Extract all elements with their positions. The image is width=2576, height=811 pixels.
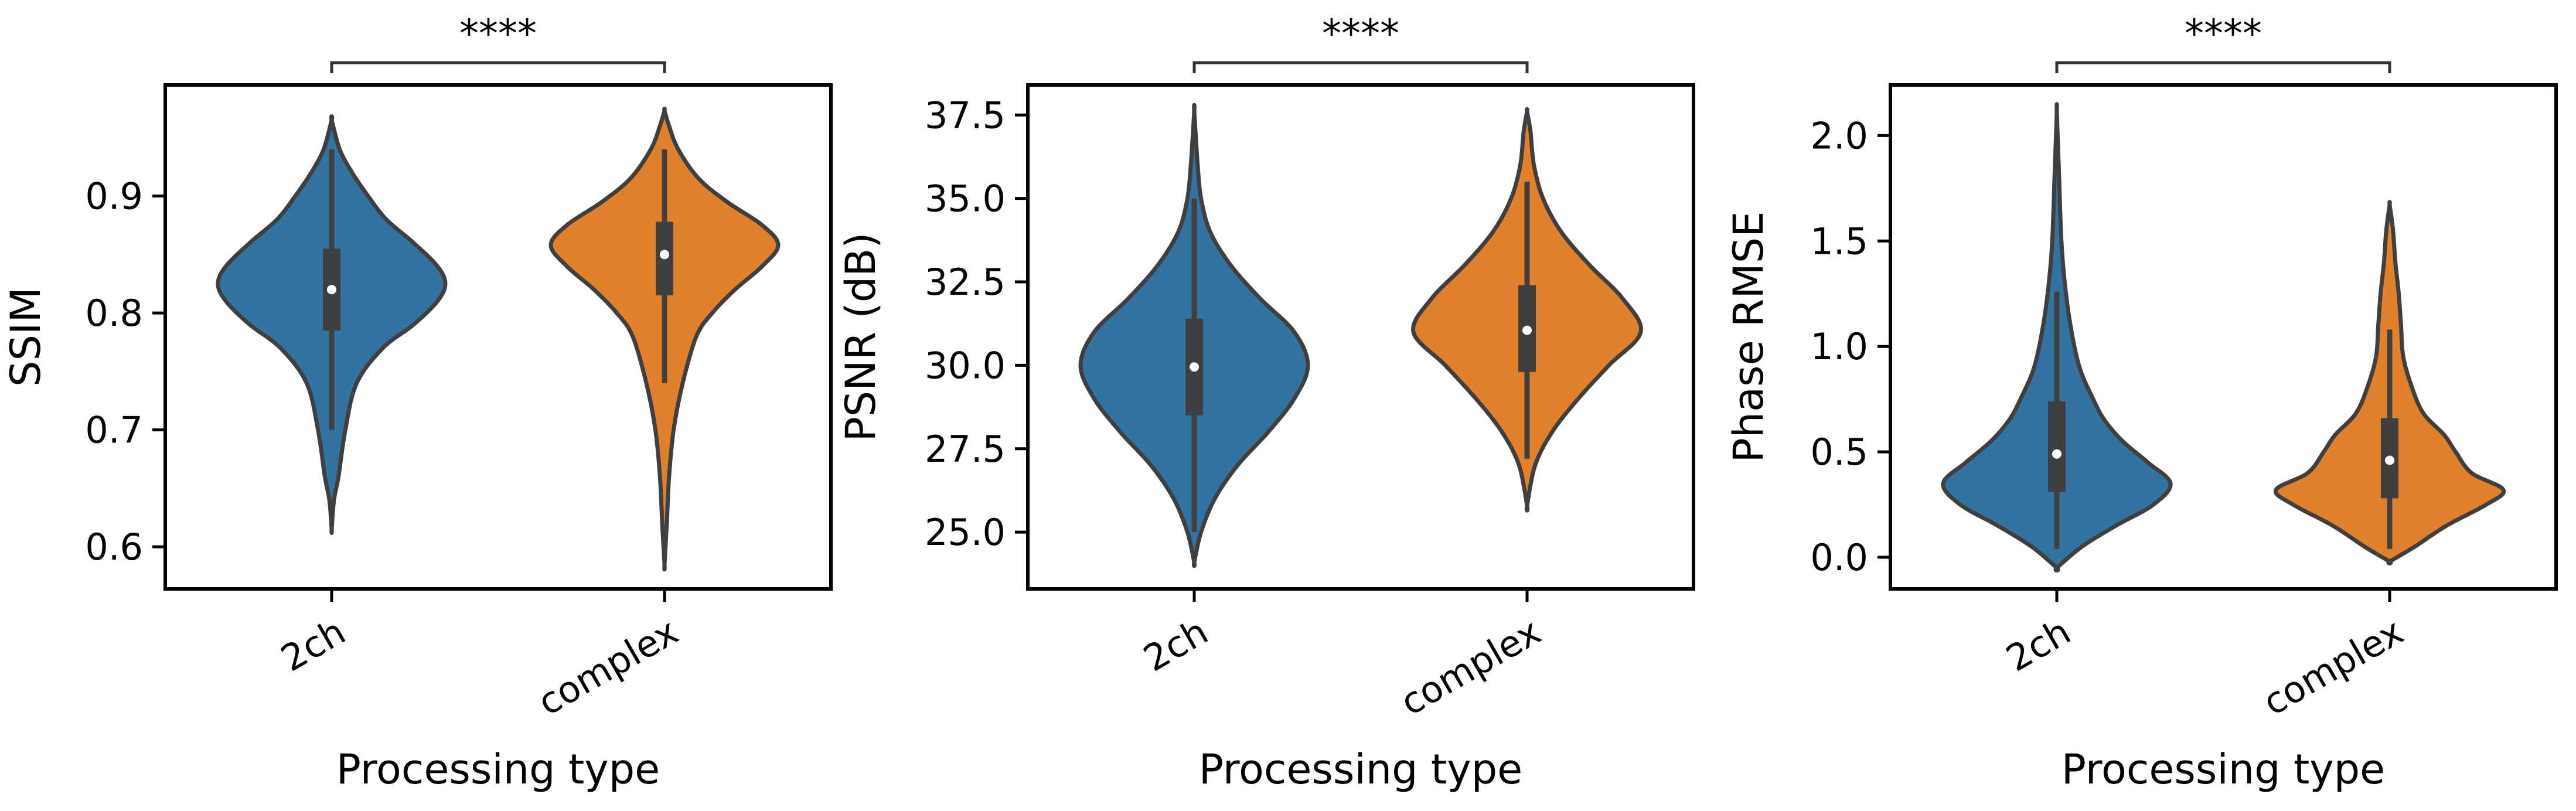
x-tick-label-2ch: 2ch — [1136, 610, 1215, 680]
x-axis-label: Processing type — [336, 745, 660, 793]
y-tick-label: 1.0 — [1810, 325, 1868, 368]
y-tick-label: 37.5 — [925, 94, 1006, 137]
plot-frame — [1889, 83, 2558, 591]
median-point-2ch — [2052, 449, 2062, 459]
significance-bracket — [1192, 61, 1529, 73]
iqr-box-2ch — [2048, 401, 2066, 492]
y-axis-label: Phase RMSE — [1725, 212, 1773, 463]
y-tick-label: 0.7 — [85, 409, 143, 452]
median-point-2ch — [1190, 362, 1199, 372]
plot-frame — [163, 83, 833, 591]
chart-panel-2: 25.0 27.5 30.0 32.5 35.0 37.5 2ch complex Proces… — [837, 11, 1695, 793]
significance-label: **** — [459, 11, 537, 56]
chart-panel-1: 0.6 0.7 0.8 0.9 2ch complex Processing type SSI… — [2, 11, 833, 793]
y-tick-label: 2.0 — [1810, 114, 1868, 157]
y-tick-label: 35.0 — [925, 178, 1006, 220]
significance-bracket — [2055, 61, 2391, 73]
y-tick-label: 32.5 — [925, 261, 1006, 304]
x-axis-label: Processing type — [1199, 745, 1522, 793]
median-point-complex — [660, 250, 669, 260]
median-point-complex — [1522, 325, 1532, 335]
y-tick-label: 27.5 — [925, 428, 1006, 471]
x-tick-label-complex: complex — [2255, 610, 2410, 724]
chart-panel-3: 0.0 0.5 1.0 1.5 2.0 2ch complex Processing type… — [1725, 11, 2558, 793]
y-tick-label: 0.0 — [1810, 536, 1868, 579]
y-tick-label: 0.9 — [85, 175, 143, 218]
median-point-2ch — [327, 285, 336, 295]
plot-frame — [1026, 83, 1695, 591]
x-tick-label-2ch: 2ch — [274, 610, 352, 680]
x-tick-label-2ch: 2ch — [1999, 610, 2077, 680]
x-tick-label-complex: complex — [530, 610, 685, 724]
significance-bracket — [330, 61, 666, 73]
y-tick-label: 0.5 — [1810, 431, 1868, 473]
y-tick-label: 0.6 — [85, 526, 143, 568]
y-axis-label: PSNR (dB) — [837, 233, 885, 442]
median-point-complex — [2385, 455, 2394, 465]
y-axis-label: SSIM — [2, 287, 50, 387]
x-axis-label: Processing type — [2062, 745, 2385, 793]
significance-label: **** — [2185, 11, 2262, 56]
x-tick-label-complex: complex — [1393, 610, 1548, 724]
y-tick-label: 25.0 — [925, 511, 1006, 554]
y-tick-label: 30.0 — [925, 344, 1006, 387]
y-tick-label: 0.8 — [85, 292, 143, 335]
y-tick-label: 1.5 — [1810, 220, 1868, 263]
significance-label: **** — [1322, 11, 1399, 56]
